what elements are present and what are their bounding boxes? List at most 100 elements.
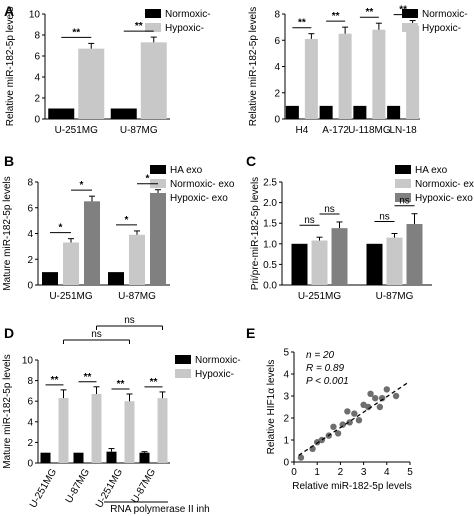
bar — [139, 452, 150, 463]
scatter-point — [334, 430, 342, 437]
y-tick-label: 0.0 — [263, 281, 277, 292]
panel-letter: E — [246, 325, 255, 341]
y-tick-label: 4 — [283, 370, 289, 381]
x-tick-label: 1 — [314, 467, 320, 478]
legend-swatch — [395, 193, 411, 202]
legend-label: HA exo — [415, 165, 448, 176]
legend-label: Normoxic- — [195, 355, 241, 366]
legend-label: Hypoxic- exo — [415, 193, 473, 204]
y-tick-label: 2 — [274, 88, 280, 99]
y-tick-label: 8 — [34, 31, 40, 42]
significance-label: ** — [135, 21, 143, 32]
bar — [331, 228, 348, 285]
significance-label: ns — [379, 212, 390, 223]
bar — [140, 42, 167, 119]
x-tick-label: U-87MG — [64, 467, 93, 505]
scatter-point — [367, 390, 374, 397]
y-tick-label: 8 — [27, 376, 33, 387]
legend-label: Hypoxic- — [422, 23, 461, 34]
x-axis-label: Relative miR-182-5p levels — [292, 481, 412, 492]
significance-label: * — [59, 223, 63, 234]
x-tick-label: U-87MG — [376, 291, 414, 302]
y-tick-label: 2.0 — [263, 198, 277, 209]
significance-label: ** — [298, 18, 306, 29]
scatter-point — [344, 408, 351, 415]
x-tick-label: 3 — [361, 467, 367, 478]
legend-label: Normoxic- exo — [170, 179, 235, 190]
scatter-point — [392, 392, 400, 400]
bar — [285, 105, 299, 119]
x-tick-label: U-251MG — [298, 291, 342, 302]
scatter-point — [378, 395, 386, 402]
ns-bracket-label: ns — [91, 329, 102, 340]
y-axis-label: Pri/pre-miR-182-5p levels — [250, 177, 261, 290]
bar — [42, 272, 58, 285]
treatment-group-label: RNA polymerase II inh — [110, 504, 210, 515]
y-tick-label: 2 — [283, 414, 289, 425]
significance-label: * — [125, 215, 129, 226]
bar — [73, 452, 84, 463]
significance-label: ** — [72, 27, 80, 38]
y-tick-label: 8 — [274, 10, 280, 21]
bar — [106, 451, 117, 463]
bar — [372, 29, 386, 119]
panel-letter: D — [4, 325, 14, 341]
x-tick-label: LN-18 — [390, 125, 418, 136]
regression-line — [298, 382, 409, 456]
x-tick-label: 4 — [384, 467, 390, 478]
legend-swatch — [150, 165, 166, 174]
stat-p: P < 0.001 — [306, 376, 349, 387]
bar — [108, 272, 124, 285]
y-tick-label: 6 — [274, 36, 280, 47]
y-tick-label: 6 — [34, 52, 40, 63]
legend-swatch — [395, 179, 411, 188]
y-axis-label: Mature miR-182-5p levels — [2, 176, 13, 291]
legend-label: Hypoxic- — [165, 23, 204, 34]
x-tick-label: U-251MG — [55, 125, 99, 136]
x-tick-label: U-118MG — [348, 125, 391, 136]
bar — [338, 33, 352, 119]
y-tick-label: 10 — [29, 10, 41, 21]
y-tick-label: 0.5 — [263, 260, 277, 271]
significance-label: * — [80, 180, 84, 191]
y-tick-label: 10 — [22, 356, 34, 367]
bar — [319, 105, 333, 119]
y-tick-label: 0 — [34, 115, 40, 126]
x-tick-label: U-87MG — [130, 467, 159, 505]
bar — [304, 38, 318, 119]
x-tick-label: U-87MG — [120, 125, 158, 136]
y-tick-label: 0 — [27, 459, 33, 470]
x-tick-label: H4 — [295, 125, 308, 136]
legend-swatch — [402, 9, 418, 18]
y-tick-label: 6 — [27, 203, 33, 214]
y-tick-label: 1 — [283, 436, 289, 447]
legend-label: Normoxic- exo — [415, 179, 474, 190]
x-tick-label: A-172 — [322, 125, 349, 136]
bar — [48, 108, 75, 119]
legend-swatch — [175, 355, 191, 364]
ns-bracket-label: ns — [124, 315, 135, 326]
stat-n: n = 20 — [306, 350, 335, 361]
stat-r: R = 0.89 — [306, 363, 345, 374]
legend-swatch — [175, 369, 191, 378]
scatter-point — [339, 421, 346, 428]
panel-letter: C — [246, 153, 256, 169]
y-tick-label: 4 — [34, 73, 40, 84]
x-tick-label: U-251MG — [28, 467, 59, 510]
y-tick-label: 8 — [27, 178, 33, 189]
significance-label: ** — [117, 379, 125, 390]
y-axis-label: Relative miR-182-5p levels — [248, 7, 259, 127]
bar — [124, 401, 135, 463]
x-tick-label: 2 — [338, 467, 344, 478]
bar — [353, 105, 367, 119]
legend-swatch — [395, 165, 411, 174]
y-tick-label: 6 — [27, 397, 33, 408]
significance-label: ** — [84, 372, 92, 383]
significance-label: * — [146, 174, 150, 185]
significance-label: ** — [332, 11, 340, 22]
bar — [129, 234, 145, 285]
scatter-point — [351, 410, 358, 417]
significance-label: ** — [399, 5, 407, 16]
significance-label: ** — [150, 377, 158, 388]
x-tick-label: 5 — [407, 467, 413, 478]
